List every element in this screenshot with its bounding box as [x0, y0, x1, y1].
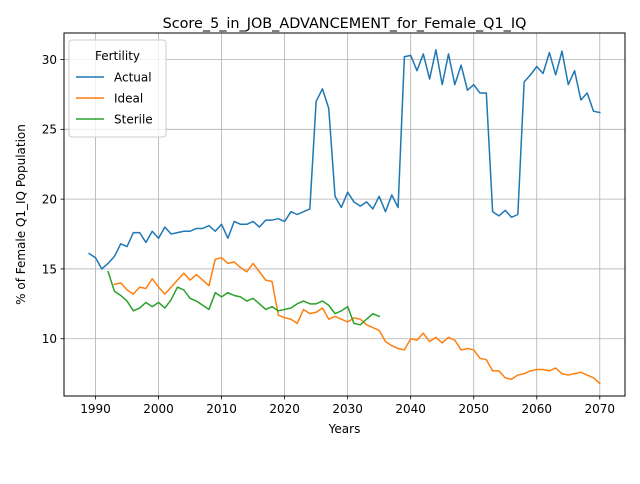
legend-box: [68, 39, 167, 138]
x-tick-label: 2010: [206, 402, 237, 416]
x-tick-label: 2060: [521, 402, 552, 416]
series-line-sterile: [107, 270, 381, 326]
y-tick-label: 20: [42, 192, 57, 206]
series-lines: [88, 49, 601, 385]
plot-frame: [63, 32, 626, 397]
legend-label-ideal: Ideal: [114, 91, 143, 105]
y-tick-label: 30: [42, 53, 57, 67]
chart-title: Score_5_in_JOB_ADVANCEMENT_for_Female_Q1…: [163, 16, 527, 32]
x-tick-label: 2030: [332, 402, 363, 416]
series-line-actual: [88, 49, 601, 270]
legend-label-actual: Actual: [114, 70, 152, 84]
x-tick-label: 2070: [585, 402, 616, 416]
y-tick-label: 25: [42, 123, 57, 137]
x-tick-label: 1990: [80, 402, 111, 416]
legend: Fertility Actual Ideal Sterile: [68, 39, 167, 138]
y-tick-label: 10: [42, 332, 57, 346]
y-tick-label: 15: [42, 262, 57, 276]
x-axis-label: Years: [328, 422, 361, 436]
legend-entries: Actual Ideal Sterile: [76, 70, 153, 126]
x-tick-label: 2040: [395, 402, 426, 416]
x-tick-label: 2020: [269, 402, 300, 416]
x-tick-label: 2050: [458, 402, 489, 416]
axis-ticks: 1990 2000 2010 2020 2030 2040 2050 2060 20701015…: [42, 53, 615, 416]
gridlines: [64, 33, 625, 396]
y-axis-label: % of Female Q1_IQ Population: [14, 124, 28, 305]
legend-title: Fertility: [95, 49, 140, 63]
x-tick-label: 2000: [143, 402, 174, 416]
legend-label-sterile: Sterile: [114, 112, 153, 126]
series-line-ideal: [113, 257, 601, 385]
